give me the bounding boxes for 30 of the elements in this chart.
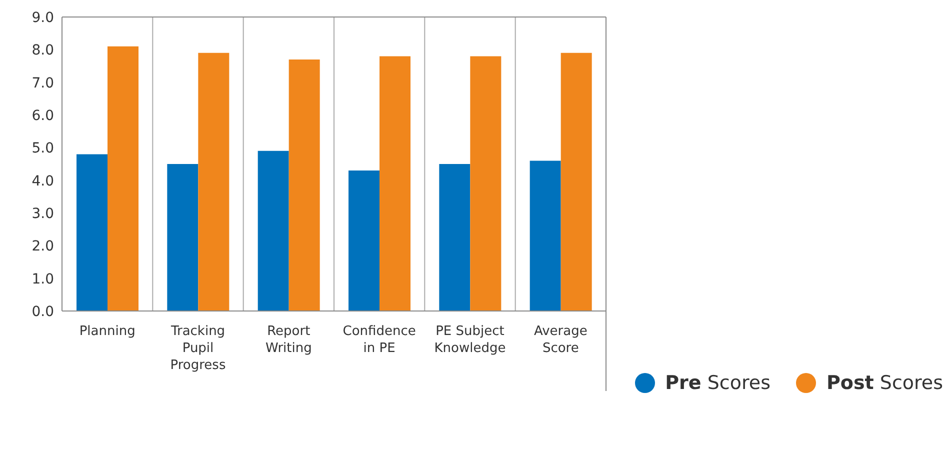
bar bbox=[530, 160, 561, 311]
y-tick-label: 7.0 bbox=[32, 75, 54, 92]
bar bbox=[258, 150, 289, 311]
y-tick-label: 5.0 bbox=[32, 140, 54, 157]
x-tick-label: Average Score bbox=[534, 324, 588, 356]
y-tick-label: 4.0 bbox=[32, 173, 54, 190]
x-tick-label: Planning bbox=[79, 324, 136, 339]
bar bbox=[167, 164, 198, 311]
bar bbox=[560, 52, 592, 311]
bar bbox=[470, 56, 502, 311]
bar bbox=[76, 154, 108, 311]
bar bbox=[198, 52, 230, 311]
bar bbox=[380, 56, 411, 311]
y-tick-label: 9.0 bbox=[32, 10, 54, 26]
x-tick-label: Report Writing bbox=[265, 324, 312, 356]
y-tick-label: 2.0 bbox=[32, 238, 54, 255]
legend-label: Pre Scores bbox=[665, 372, 770, 394]
y-tick-label: 6.0 bbox=[32, 108, 54, 124]
y-tick-label: 8.0 bbox=[32, 42, 54, 59]
bar bbox=[288, 59, 320, 311]
x-tick-label: Confidence in PE bbox=[342, 324, 416, 356]
x-tick-label: PE Subject Knowledge bbox=[434, 324, 506, 356]
bar bbox=[439, 164, 470, 311]
y-tick-label: 0.0 bbox=[32, 304, 54, 320]
legend-label: Post Scores bbox=[826, 372, 943, 394]
bar bbox=[108, 46, 139, 311]
y-tick-label: 3.0 bbox=[32, 206, 54, 222]
y-tick-label: 1.0 bbox=[32, 271, 54, 288]
bar bbox=[348, 170, 380, 311]
x-tick-label: Tracking Pupil Progress bbox=[170, 324, 226, 373]
